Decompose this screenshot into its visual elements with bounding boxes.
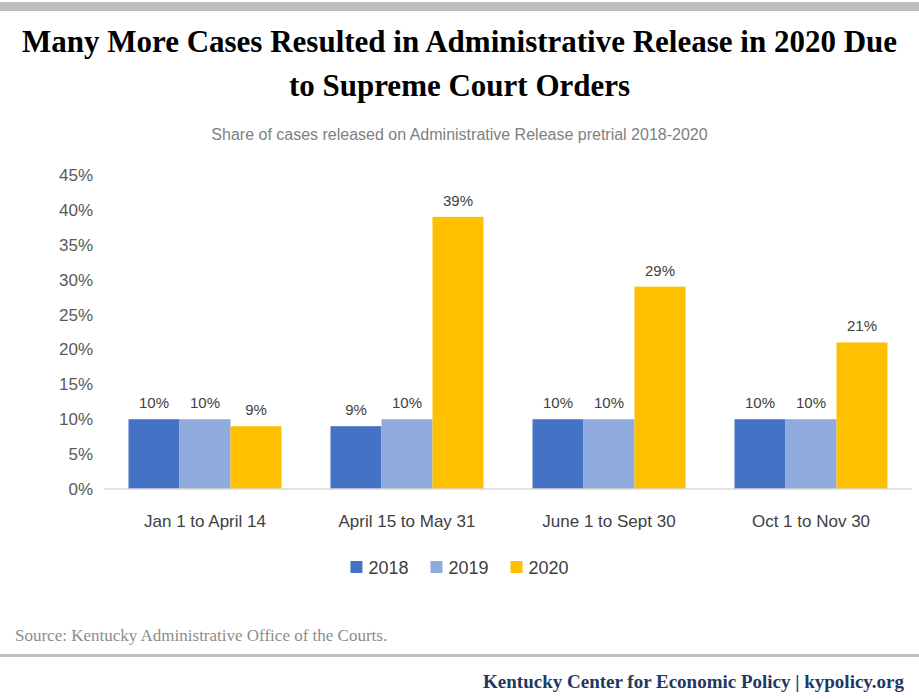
tick-mark <box>102 384 104 385</box>
tick-mark <box>102 175 104 176</box>
bar <box>635 287 686 489</box>
y-tick-label: 20% <box>59 340 93 359</box>
tick-mark <box>102 349 104 350</box>
legend-swatch <box>430 561 442 573</box>
bar <box>786 419 837 489</box>
legend-label: 2018 <box>368 558 408 578</box>
data-label: 21% <box>847 317 877 334</box>
tick-mark <box>102 244 104 245</box>
tick-mark <box>102 209 104 210</box>
tick-mark <box>102 314 104 315</box>
tick-mark <box>102 419 104 420</box>
title-line: Many More Cases Resulted in Administrati… <box>22 24 897 59</box>
x-axis-line <box>104 488 912 490</box>
data-label: 10% <box>392 394 422 411</box>
data-label: 9% <box>245 401 267 418</box>
bar <box>837 342 888 489</box>
data-label: 10% <box>139 394 169 411</box>
y-tick-label: 35% <box>59 236 93 255</box>
bar <box>129 419 180 489</box>
x-tick-label: Oct 1 to Nov 30 <box>752 512 870 531</box>
y-tick-label: 0% <box>68 480 93 499</box>
y-tick-label: 15% <box>59 375 93 394</box>
subtitle: Share of cases released on Administrativ… <box>211 126 707 143</box>
top-bar <box>0 2 919 11</box>
tick-mark <box>102 489 104 490</box>
legend-swatch <box>350 561 362 573</box>
data-label: 10% <box>190 394 220 411</box>
bar <box>584 419 635 489</box>
chart: Many More Cases Resulted in Administrati… <box>0 0 919 699</box>
bar <box>433 217 484 489</box>
background <box>0 0 919 699</box>
y-tick-label: 30% <box>59 271 93 290</box>
legend-swatch <box>511 561 523 573</box>
data-label: 10% <box>594 394 624 411</box>
bar <box>331 426 382 489</box>
bar <box>533 419 584 489</box>
x-tick-label: April 15 to May 31 <box>338 512 475 531</box>
data-label: 10% <box>796 394 826 411</box>
source: Source: Kentucky Administrative Office o… <box>15 626 387 645</box>
legend-label: 2019 <box>448 558 488 578</box>
footer: Kentucky Center for Economic Policy | ky… <box>483 671 904 692</box>
data-label: 10% <box>745 394 775 411</box>
legend: 2018 2019 2020 <box>350 558 568 578</box>
x-tick-label: June 1 to Sept 30 <box>542 512 675 531</box>
data-labels: 10% 10% 9% 9% 10% 39% 10% 10% 29% 10% 10% 21% <box>139 192 877 418</box>
data-label: 10% <box>543 394 573 411</box>
title: Many More Cases Resulted in Administrati… <box>22 24 897 103</box>
y-tick-label: 45% <box>59 166 93 185</box>
bars <box>129 217 888 489</box>
y-tick-label: 25% <box>59 306 93 325</box>
data-label: 9% <box>345 401 367 418</box>
title-line: to Supreme Court Orders <box>289 68 630 103</box>
bar <box>180 419 231 489</box>
data-label: 29% <box>645 262 675 279</box>
tick-mark <box>102 279 104 280</box>
bar <box>231 426 282 489</box>
y-tick-label: 10% <box>59 410 93 429</box>
bar <box>382 419 433 489</box>
tick-mark <box>102 454 104 455</box>
legend-label: 2020 <box>529 558 569 578</box>
x-tick-label: Jan 1 to April 14 <box>144 512 266 531</box>
y-tick-label: 5% <box>68 445 93 464</box>
bar <box>735 419 786 489</box>
y-tick-label: 40% <box>59 201 93 220</box>
footer-rule <box>0 654 919 657</box>
data-label: 39% <box>443 192 473 209</box>
